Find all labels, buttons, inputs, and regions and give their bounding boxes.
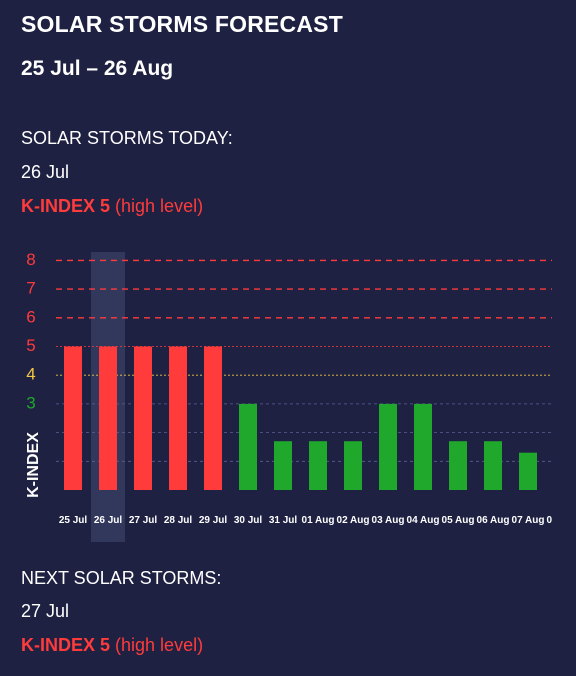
- date-range: 25 Jul – 26 Aug: [21, 57, 174, 80]
- x-tick-5: 30 Jul: [234, 515, 263, 526]
- x-tick-14: 08 Aug: [547, 515, 576, 526]
- bar-6: [274, 441, 292, 490]
- bar-12: [484, 441, 502, 490]
- y-tick-4: 4: [26, 365, 35, 384]
- x-tick-2: 27 Jul: [129, 515, 158, 526]
- bar-1: [99, 346, 117, 490]
- x-tick-6: 31 Jul: [269, 515, 298, 526]
- x-tick-1: 26 Jul: [94, 515, 123, 526]
- today-kindex: K-INDEX 5 (high level): [21, 196, 203, 217]
- bar-0: [64, 346, 82, 490]
- bar-2: [134, 346, 152, 490]
- today-date: 26 Jul: [21, 162, 70, 182]
- y-axis-label: K-INDEX: [25, 432, 42, 498]
- next-kindex-value: K-INDEX 5: [21, 635, 111, 655]
- today-kindex-value: K-INDEX 5: [21, 196, 111, 216]
- x-tick-8: 02 Aug: [337, 515, 370, 526]
- y-tick-8: 8: [26, 250, 35, 269]
- bar-5: [239, 403, 257, 490]
- next-level: (high level): [115, 635, 204, 655]
- x-tick-4: 29 Jul: [199, 515, 228, 526]
- x-tick-10: 04 Aug: [407, 515, 440, 526]
- bar-3: [169, 346, 187, 490]
- next-date: 27 Jul: [21, 601, 70, 621]
- x-tick-13: 07 Aug: [512, 515, 545, 526]
- today-level: (high level): [115, 196, 204, 216]
- x-tick-3: 28 Jul: [164, 515, 193, 526]
- y-tick-5: 5: [26, 336, 35, 355]
- next-heading: NEXT SOLAR STORMS:: [21, 568, 222, 588]
- y-axis-label-text: K-INDEX: [25, 432, 42, 498]
- x-tick-12: 06 Aug: [477, 515, 510, 526]
- bar-4: [204, 346, 222, 490]
- next-kindex: K-INDEX 5 (high level): [21, 635, 203, 656]
- bar-10: [414, 403, 432, 490]
- bar-11: [449, 441, 467, 490]
- y-tick-7: 7: [26, 279, 35, 298]
- x-tick-9: 03 Aug: [372, 515, 405, 526]
- x-tick-7: 01 Aug: [302, 515, 335, 526]
- page-title: SOLAR STORMS FORECAST: [21, 11, 343, 37]
- bar-8: [344, 441, 362, 490]
- x-tick-11: 05 Aug: [442, 515, 475, 526]
- bar-9: [379, 403, 397, 490]
- today-heading: SOLAR STORMS TODAY:: [21, 128, 233, 148]
- bar-13: [519, 452, 537, 490]
- x-tick-0: 25 Jul: [59, 515, 88, 526]
- y-tick-6: 6: [26, 307, 35, 326]
- y-tick-3: 3: [26, 393, 35, 412]
- bar-7: [309, 441, 327, 490]
